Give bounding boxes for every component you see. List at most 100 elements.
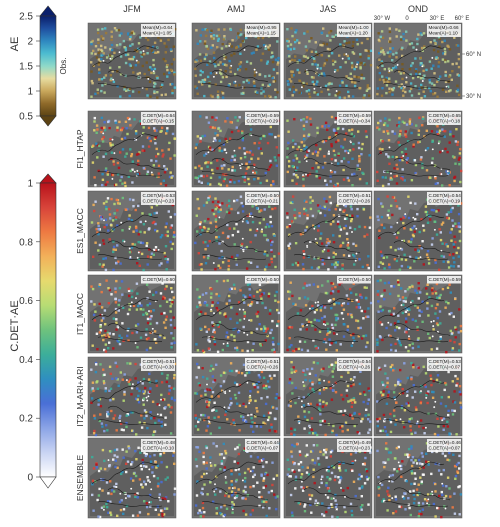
field-cell [347, 297, 350, 301]
field-cell [95, 381, 98, 384]
field-cell [398, 505, 401, 508]
field-cell [97, 494, 101, 497]
field-cell [160, 393, 163, 397]
field-cell [303, 282, 307, 285]
field-cell [421, 320, 424, 323]
field-cell [382, 78, 385, 82]
field-cell [392, 369, 395, 372]
field-cell [110, 43, 114, 47]
field-cell [135, 331, 139, 334]
map-panel: C.DET(M)=0.53C.DET(A)=0.23 [87, 190, 177, 272]
field-cell [382, 383, 385, 387]
field-cell [223, 173, 226, 176]
field-cell [442, 424, 445, 428]
field-cell [160, 234, 164, 237]
field-cell [148, 248, 151, 251]
field-cell [253, 171, 257, 175]
field-cell [271, 240, 274, 244]
field-cell [348, 149, 352, 152]
field-cell [453, 341, 456, 344]
field-cell [421, 463, 424, 466]
field-cell [337, 290, 340, 293]
field-cell [291, 443, 294, 447]
field-cell [367, 503, 370, 506]
field-cell [272, 343, 275, 346]
field-cell [142, 398, 145, 402]
field-cell [325, 482, 328, 485]
field-cell [214, 65, 217, 68]
field-cell [267, 225, 271, 228]
field-cell [361, 463, 365, 466]
field-cell [343, 138, 346, 141]
field-cell [234, 480, 238, 483]
field-cell [252, 80, 256, 83]
field-cell [114, 301, 118, 304]
field-cell [393, 367, 396, 371]
field-cell [260, 459, 264, 462]
field-cell [415, 68, 418, 71]
field-cell [245, 79, 249, 82]
field-cell [203, 42, 207, 45]
field-cell [430, 130, 434, 133]
station-dot [322, 379, 326, 382]
map-panel: C.DET(M)=0.48C.DET(A)=0.10 [87, 437, 177, 519]
field-cell [204, 325, 207, 329]
field-cell [428, 78, 431, 82]
field-cell [252, 475, 255, 479]
field-cell [245, 420, 248, 423]
field-cell [196, 92, 199, 95]
field-cell [293, 370, 296, 374]
field-cell [416, 338, 420, 341]
field-cell [230, 490, 234, 493]
field-cell [243, 180, 246, 183]
field-cell [420, 452, 424, 455]
field-cell [276, 308, 279, 312]
field-cell [342, 489, 345, 492]
field-cell [339, 228, 343, 231]
field-cell [448, 433, 451, 436]
field-cell [296, 312, 300, 315]
field-cell [348, 129, 351, 132]
field-cell [212, 51, 216, 54]
station-dot [298, 421, 301, 425]
field-cell [379, 391, 383, 394]
field-cell [456, 377, 459, 380]
field-cell [238, 63, 241, 66]
field-cell [242, 325, 245, 329]
coastline [195, 214, 269, 260]
field-cell [242, 509, 245, 513]
field-cell [377, 310, 380, 313]
field-cell [325, 43, 329, 46]
field-cell [389, 176, 393, 180]
station-dot [427, 498, 430, 501]
station-dot [421, 79, 425, 83]
field-cell [401, 77, 404, 81]
field-cell [458, 152, 462, 155]
field-cell [316, 204, 320, 207]
field-cell [132, 71, 135, 74]
field-cell [329, 223, 333, 226]
field-cell [431, 237, 434, 240]
field-cell [438, 140, 441, 143]
field-cell [329, 455, 332, 458]
field-cell [341, 127, 345, 131]
field-cell [149, 66, 152, 69]
field-cell [382, 51, 385, 54]
field-cell [395, 236, 399, 239]
field-cell [146, 170, 150, 173]
field-cell [368, 87, 371, 90]
field-cell [291, 201, 294, 204]
field-cell [224, 481, 228, 484]
field-cell [218, 176, 221, 179]
field-cell [419, 401, 422, 405]
field-cell [321, 419, 325, 423]
field-cell [243, 315, 246, 318]
field-cell [389, 430, 393, 434]
station-dot [313, 87, 316, 91]
field-cell [123, 46, 126, 49]
field-cell [457, 255, 460, 258]
field-cell [404, 317, 408, 320]
field-cell [206, 47, 210, 51]
field-cell [149, 411, 152, 414]
field-cell [146, 476, 149, 479]
